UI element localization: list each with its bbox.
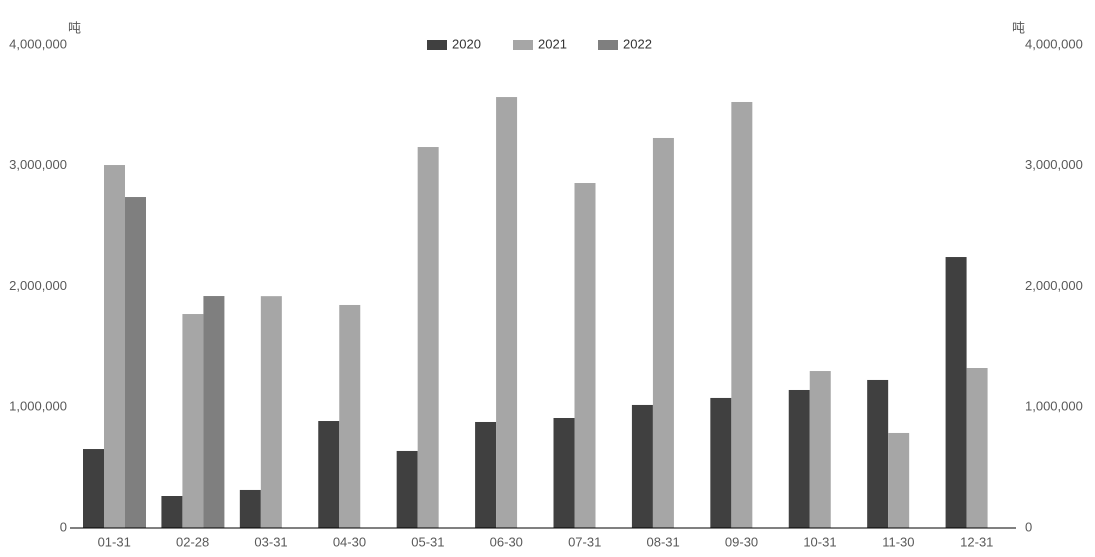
y2-tick-label: 4,000,000 (1025, 36, 1083, 51)
y-tick-label: 2,000,000 (9, 278, 67, 293)
bar (83, 449, 104, 528)
bar (396, 450, 418, 528)
x-tick-label: 11-30 (882, 534, 914, 549)
bar (631, 404, 653, 528)
bar (966, 368, 988, 528)
bar (475, 421, 497, 528)
y2-tick-label: 0 (1025, 519, 1032, 534)
y2-tick-label: 2,000,000 (1025, 278, 1083, 293)
y-tick-label: 0 (60, 519, 67, 534)
legend-label: 2021 (538, 36, 567, 51)
y2-tick-label: 1,000,000 (1025, 399, 1083, 414)
legend-label: 2022 (623, 36, 652, 51)
x-tick-label: 09-30 (725, 534, 758, 549)
bar (945, 257, 967, 528)
bar (125, 197, 146, 529)
x-tick-label: 12-31 (960, 534, 993, 549)
x-tick-label: 07-31 (568, 534, 601, 549)
bar (809, 371, 831, 528)
x-tick-label: 04-30 (333, 534, 366, 549)
bar (239, 489, 261, 528)
bar (203, 296, 225, 528)
bar (710, 397, 732, 528)
y-tick-label: 3,000,000 (9, 157, 67, 172)
bar (731, 101, 753, 528)
x-tick-label: 06-30 (490, 534, 523, 549)
y2-unit: 吨 (1012, 20, 1025, 35)
legend-swatch (427, 40, 447, 50)
y-tick-label: 4,000,000 (9, 36, 67, 51)
bar (496, 97, 518, 529)
bar (788, 389, 810, 528)
bar (339, 304, 361, 528)
y2-tick-label: 3,000,000 (1025, 157, 1083, 172)
x-tick-label: 02-28 (176, 534, 209, 549)
bar (260, 296, 282, 528)
bar (553, 417, 575, 528)
bar (182, 314, 204, 528)
bar (417, 147, 439, 528)
legend-swatch (513, 40, 533, 50)
x-tick-label: 01-31 (98, 534, 131, 549)
bar (888, 432, 910, 528)
legend-label: 2020 (452, 36, 481, 51)
bar (652, 137, 674, 529)
bar (867, 379, 889, 528)
x-tick-label: 05-31 (411, 534, 444, 549)
legend-swatch (598, 40, 618, 50)
y-unit: 吨 (68, 20, 81, 35)
x-tick-label: 03-31 (254, 534, 287, 549)
bar (574, 183, 596, 528)
bar (318, 421, 340, 528)
y-tick-label: 1,000,000 (9, 399, 67, 414)
x-tick-label: 08-31 (647, 534, 680, 549)
bar (161, 496, 183, 528)
bar (104, 165, 125, 528)
x-tick-label: 10-31 (803, 534, 836, 549)
